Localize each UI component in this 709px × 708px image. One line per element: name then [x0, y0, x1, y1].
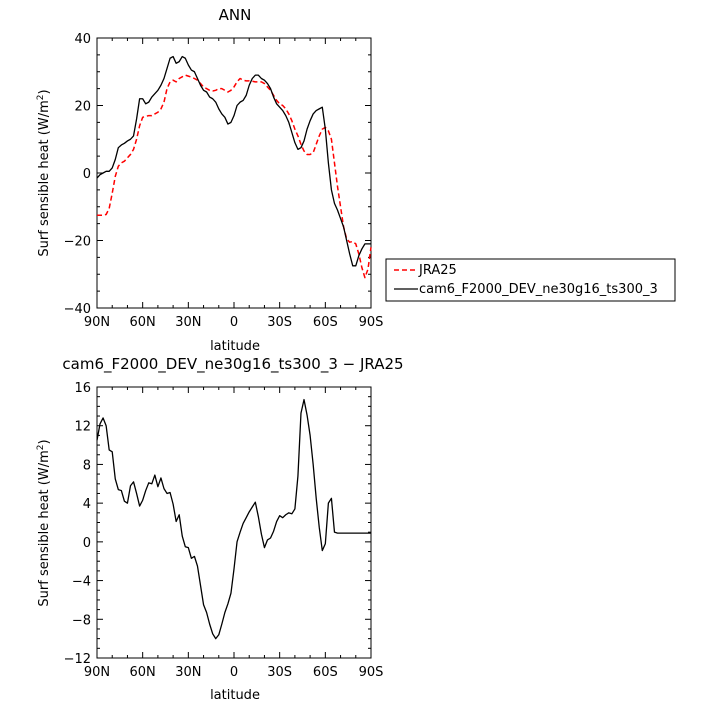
y-axis-label-tail: ): [37, 89, 52, 94]
y-tick-label: −40: [64, 302, 91, 317]
y-axis-label-main: Surf sensible heat (W/m: [37, 450, 52, 606]
x-tick-label: 30S: [267, 665, 292, 680]
y-tick-label: 0: [83, 167, 91, 182]
x-tick-label: 90S: [359, 665, 384, 680]
y-axis-label-superscript: 2: [36, 95, 46, 101]
chart-title: ANN: [219, 6, 252, 24]
y-axis-label: Surf sensible heat (W/m2): [36, 89, 52, 256]
series-line-difference: [96, 398, 371, 640]
legend: JRA25 cam6_F2000_DEV_ne30g16_ts300_3: [385, 258, 676, 302]
x-tick-label: 60S: [313, 665, 338, 680]
x-tick-label: 60S: [313, 315, 338, 330]
y-tick-label: −12: [64, 652, 91, 667]
y-axis-label-main: Surf sensible heat (W/m: [37, 100, 52, 256]
x-tick-label: 30S: [267, 315, 292, 330]
series-group: [96, 55, 372, 279]
x-axis-label: latitude: [210, 688, 260, 703]
x-tick-label: 90S: [359, 315, 384, 330]
y-tick-label: 0: [83, 536, 91, 551]
series-group: [96, 398, 371, 640]
legend-label-jra25: JRA25: [418, 263, 457, 278]
x-tick-label: 0: [230, 665, 238, 680]
plot-frame: [96, 386, 372, 659]
legend-box: [385, 258, 676, 302]
y-tick-label: −4: [72, 575, 91, 590]
series-line-cam6: [96, 55, 371, 267]
y-tick-label: 16: [74, 381, 91, 396]
y-axis-label-superscript: 2: [36, 445, 46, 451]
x-tick-label: 90N: [84, 315, 110, 330]
x-tick-label: 60N: [130, 665, 156, 680]
y-tick-label: 20: [74, 100, 91, 115]
axis-ticks: 90N 60N 30N 0 30S 60S 90S −12 −8 −4 0 4 8 12 16: [64, 381, 384, 680]
chart-top: ANN 90N 60N 30N 0 30S 60S 90S −40 −20 0 20 40 latit…: [36, 6, 676, 354]
y-axis-label-tail: ): [37, 439, 52, 444]
chart-title: cam6_F2000_DEV_ne30g16_ts300_3 − JRA25: [62, 355, 403, 374]
x-tick-label: 60N: [130, 315, 156, 330]
y-tick-label: −20: [64, 235, 91, 250]
x-tick-label: 90N: [84, 665, 110, 680]
chart-bottom: cam6_F2000_DEV_ne30g16_ts300_3 − JRA25 9…: [36, 355, 404, 703]
x-tick-label: 0: [230, 315, 238, 330]
y-tick-label: 12: [74, 420, 91, 435]
y-tick-label: 8: [83, 458, 91, 473]
legend-label-cam6: cam6_F2000_DEV_ne30g16_ts300_3: [419, 282, 658, 297]
x-tick-label: 30N: [175, 315, 201, 330]
x-tick-label: 30N: [175, 665, 201, 680]
y-tick-label: −8: [72, 613, 91, 628]
y-axis-label: Surf sensible heat (W/m2): [36, 439, 52, 606]
y-tick-label: 40: [74, 32, 91, 47]
axis-ticks: 90N 60N 30N 0 30S 60S 90S −40 −20 0 20 40: [64, 32, 384, 330]
y-tick-label: 4: [83, 497, 91, 512]
x-axis-label: latitude: [210, 339, 260, 354]
